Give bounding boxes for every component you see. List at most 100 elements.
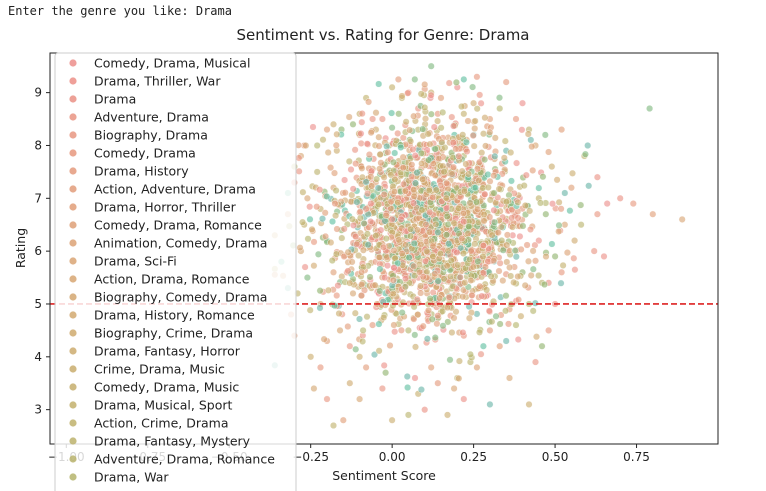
legend-marker — [69, 311, 77, 319]
scatter-point — [388, 124, 396, 132]
scatter-point — [507, 272, 515, 280]
scatter-point — [394, 198, 402, 206]
scatter-point — [425, 186, 433, 194]
scatter-point — [417, 90, 425, 98]
scatter-point — [498, 236, 506, 244]
legend-label: Drama — [94, 92, 136, 107]
scatter-point — [353, 240, 361, 248]
scatter-point — [419, 125, 427, 133]
scatter-point — [558, 126, 566, 134]
legend-item: Comedy, Drama — [69, 146, 196, 161]
scatter-point — [423, 335, 431, 343]
scatter-point — [508, 214, 516, 222]
legend-item: Drama, History, Romance — [69, 308, 255, 323]
scatter-point — [330, 268, 338, 276]
scatter-point — [432, 186, 440, 194]
scatter-point — [388, 109, 396, 117]
y-axis-label: Rating — [13, 228, 28, 268]
scatter-point — [417, 289, 425, 297]
scatter-point — [324, 148, 332, 156]
scatter-point — [558, 268, 566, 276]
scatter-point — [437, 124, 445, 132]
scatter-point — [438, 138, 446, 146]
scatter-point — [411, 75, 419, 83]
scatter-point — [399, 153, 407, 161]
legend-item: Drama, War — [69, 470, 169, 485]
scatter-point — [299, 188, 307, 196]
scatter-point — [358, 118, 366, 126]
scatter-point — [356, 353, 364, 361]
scatter-point — [384, 148, 392, 156]
scatter-point — [369, 321, 377, 329]
scatter-point — [512, 321, 520, 329]
scatter-point — [496, 94, 504, 102]
scatter-point — [386, 342, 394, 350]
scatter-point — [406, 126, 414, 134]
scatter-point — [302, 141, 310, 149]
scatter-point — [448, 170, 456, 178]
scatter-point — [475, 176, 483, 184]
scatter-point — [357, 139, 365, 147]
scatter-point — [440, 168, 448, 176]
scatter-point — [502, 78, 510, 86]
scatter-point — [444, 318, 452, 326]
legend-item: Drama, Musical, Sport — [69, 398, 233, 413]
legend-marker — [69, 257, 77, 265]
scatter-point — [421, 103, 429, 111]
legend-marker — [69, 77, 77, 85]
scatter-point — [419, 175, 427, 183]
scatter-point — [361, 286, 369, 294]
scatter-point — [330, 422, 338, 430]
scatter-point — [484, 183, 492, 191]
scatter-point — [317, 363, 325, 371]
scatter-point — [323, 192, 331, 200]
scatter-point — [301, 263, 309, 271]
legend-item: Action, Crime, Drama — [69, 416, 229, 431]
scatter-point — [497, 223, 505, 231]
scatter-point — [537, 199, 545, 207]
legend-marker — [69, 185, 77, 193]
scatter-point — [495, 267, 503, 275]
x-axis-label: Sentiment Score — [332, 468, 436, 483]
scatter-point — [316, 186, 324, 194]
scatter-point — [434, 312, 442, 320]
scatter-point — [360, 219, 368, 227]
scatter-point — [490, 189, 498, 197]
scatter-point — [356, 315, 364, 323]
legend-item: Biography, Drama — [69, 128, 208, 143]
legend-marker — [69, 293, 77, 301]
scatter-point — [313, 203, 321, 211]
scatter-point — [307, 353, 315, 361]
scatter-point — [471, 240, 479, 248]
scatter-point — [480, 210, 488, 218]
legend-marker — [69, 383, 77, 391]
scatter-point — [476, 282, 484, 290]
scatter-point — [443, 231, 451, 239]
legend-marker — [69, 419, 77, 427]
scatter-point — [454, 261, 462, 269]
scatter-point — [418, 206, 426, 214]
scatter-point — [306, 215, 314, 223]
scatter-point — [446, 356, 454, 364]
scatter-point — [339, 416, 347, 424]
scatter-point — [514, 336, 522, 344]
scatter-point — [442, 204, 450, 212]
scatter-point — [410, 112, 418, 120]
scatter-point — [387, 198, 395, 206]
y-tick-label: 6 — [34, 244, 42, 258]
scatter-point — [548, 240, 556, 248]
scatter-point — [501, 137, 509, 145]
legend-item: Comedy, Drama, Music — [69, 380, 239, 395]
scatter-point — [459, 293, 467, 301]
console-prompt: Enter the genre you like: — [8, 4, 196, 18]
scatter-point — [403, 373, 411, 381]
scatter-point — [486, 400, 494, 408]
scatter-point — [388, 416, 396, 424]
legend-label: Drama, Fantasy, Mystery — [94, 434, 251, 449]
scatter-point — [368, 182, 376, 190]
scatter-point — [388, 83, 396, 91]
scatter-point — [469, 83, 477, 91]
scatter-point — [310, 238, 318, 246]
scatter-point — [516, 232, 524, 240]
legend-item: Drama, Fantasy, Mystery — [69, 434, 251, 449]
